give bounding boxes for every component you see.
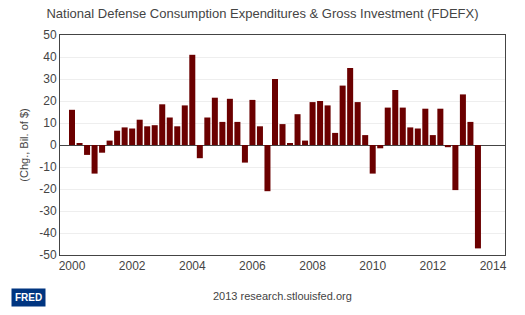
svg-text:National Defense Consumption E: National Defense Consumption Expenditure… [46, 6, 478, 21]
svg-text:-20: -20 [39, 182, 57, 196]
svg-text:2002: 2002 [119, 259, 146, 273]
svg-text:2012: 2012 [419, 259, 446, 273]
svg-text:30: 30 [43, 72, 57, 86]
svg-text:2004: 2004 [179, 259, 206, 273]
svg-text:(Chg., Bil. of $): (Chg., Bil. of $) [18, 108, 30, 181]
svg-text:2010: 2010 [359, 259, 386, 273]
svg-text:2013 research.stlouisfed.org: 2013 research.stlouisfed.org [213, 290, 352, 302]
svg-text:FRED: FRED [15, 292, 42, 303]
svg-text:20: 20 [43, 94, 57, 108]
svg-text:-50: -50 [39, 248, 57, 262]
svg-text:0: 0 [50, 138, 57, 152]
svg-text:10: 10 [43, 116, 57, 130]
svg-text:2006: 2006 [239, 259, 266, 273]
svg-text:40: 40 [43, 50, 57, 64]
svg-text:50: 50 [43, 28, 57, 42]
svg-text:2008: 2008 [299, 259, 326, 273]
svg-text:-10: -10 [39, 160, 57, 174]
svg-text:-40: -40 [39, 226, 57, 240]
svg-text:2000: 2000 [59, 259, 86, 273]
svg-text:-30: -30 [39, 204, 57, 218]
svg-text:2014: 2014 [480, 259, 507, 273]
